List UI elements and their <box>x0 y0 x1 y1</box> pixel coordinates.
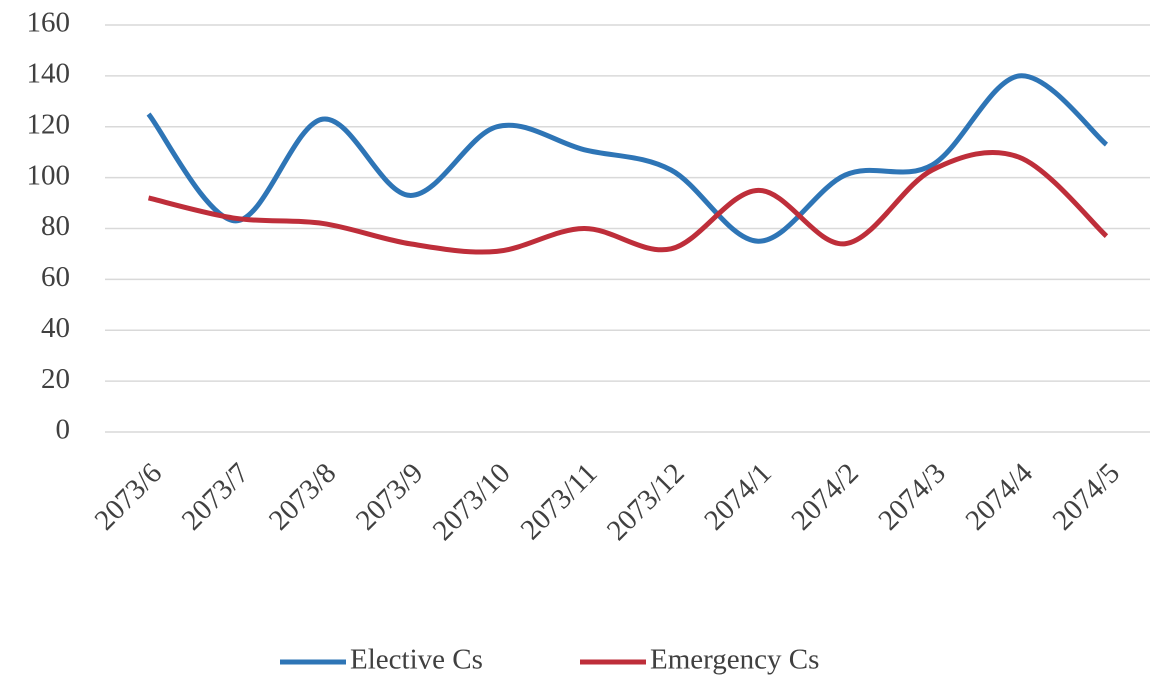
x-tick-label: 2073/9 <box>350 457 430 537</box>
y-tick-label: 20 <box>41 363 70 395</box>
y-tick-label: 0 <box>56 414 71 446</box>
line-series <box>146 73 1109 244</box>
y-tick-label: 40 <box>41 312 70 344</box>
y-tick-label: 120 <box>27 108 71 140</box>
x-tick-label: 2074/5 <box>1047 457 1127 537</box>
x-tick-label: 2074/3 <box>872 457 952 537</box>
y-tick-label: 160 <box>27 7 71 39</box>
x-tick-label: 2074/1 <box>698 457 778 537</box>
x-tick-label: 2073/12 <box>601 457 691 547</box>
y-tick-label: 80 <box>41 210 70 242</box>
y-tick-label: 140 <box>27 58 71 90</box>
x-tick-label: 2074/4 <box>959 457 1039 537</box>
x-tick-label: 2073/6 <box>89 457 169 537</box>
legend-label: Elective Cs <box>350 644 483 676</box>
legend-label: Emergency Cs <box>650 644 819 676</box>
x-tick-label: 2073/7 <box>176 457 256 537</box>
x-tick-label: 2073/8 <box>263 457 343 537</box>
x-tick-label: 2073/11 <box>515 457 604 546</box>
y-tick-label: 60 <box>41 261 70 293</box>
line-series <box>147 149 1109 255</box>
y-tick-label: 100 <box>27 159 71 191</box>
x-tick-label: 2073/10 <box>427 457 517 547</box>
x-tick-label: 2074/2 <box>785 457 865 537</box>
